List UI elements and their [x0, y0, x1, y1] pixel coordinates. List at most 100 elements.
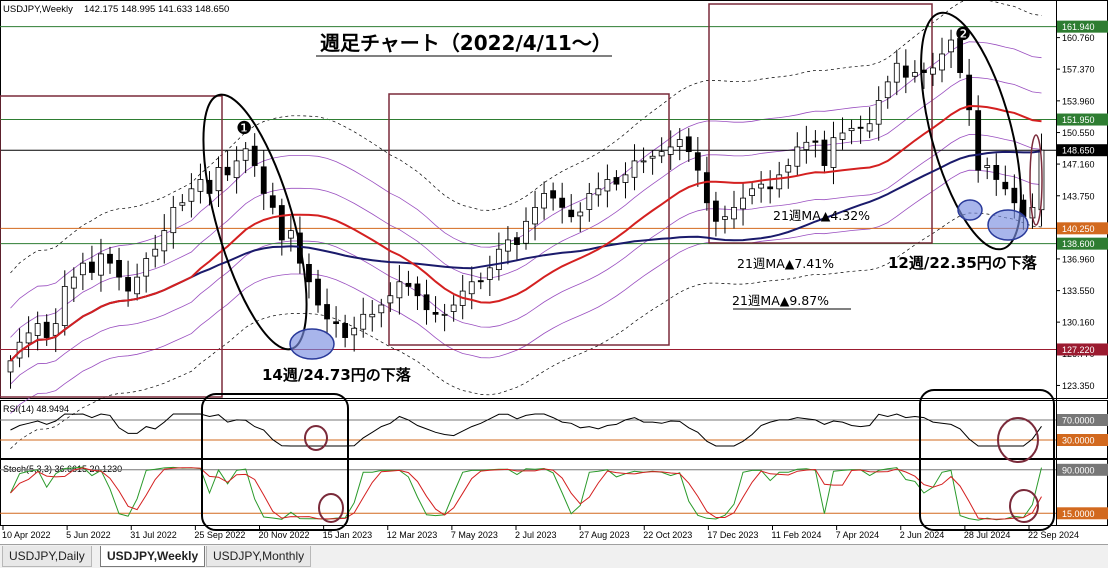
- x-tick-label: 10 Apr 2022: [2, 530, 51, 540]
- candle: [387, 295, 394, 304]
- candle: [749, 188, 755, 196]
- x-tick-label: 17 Dec 2023: [707, 530, 758, 540]
- candle: [70, 276, 77, 289]
- range-box-1: [0, 95, 223, 398]
- price-tag-bg: [1057, 222, 1108, 235]
- candle: [830, 137, 837, 168]
- candle: [812, 140, 819, 143]
- tab-usdjpy-daily[interactable]: USDJPY,Daily: [2, 546, 92, 567]
- candle: [731, 206, 737, 220]
- price-tick-label: 150.550: [1062, 128, 1095, 138]
- range-box-3: [708, 3, 933, 244]
- envelope-lower-2: [10, 169, 1042, 414]
- candle: [52, 323, 59, 336]
- envelope-lower-1: [10, 134, 1042, 385]
- candle: [622, 174, 629, 183]
- low-highlight-1: [289, 328, 335, 360]
- price-tag-bg: [1057, 144, 1108, 157]
- indicator-box-1: [201, 393, 349, 531]
- candle: [559, 197, 566, 208]
- candle: [821, 139, 828, 166]
- envelope-upper-3: [10, 0, 1042, 274]
- candle: [776, 174, 783, 190]
- stoch-level-tag: 90.0000: [1062, 465, 1095, 475]
- candle: [939, 53, 945, 71]
- candle: [233, 160, 240, 179]
- candle: [170, 206, 177, 234]
- candle: [242, 148, 249, 161]
- stoch-level-tag: 15.0000: [1062, 509, 1095, 519]
- rsi-line: [10, 413, 1042, 447]
- price-tick-label: 133.550: [1062, 286, 1095, 296]
- candle: [685, 136, 692, 153]
- candle: [396, 281, 403, 299]
- price-chart[interactable]: USDJPY,Weekly 142.175 148.995 141.633 148…: [0, 0, 1108, 545]
- candle: [161, 230, 168, 252]
- candle: [89, 261, 95, 273]
- candle: [315, 278, 321, 306]
- ma-deviation-3: 21週MA▲9.87%: [732, 293, 829, 308]
- candle: [658, 151, 665, 157]
- rsi-level-tag: 30.0000: [1062, 436, 1095, 446]
- candle: [224, 166, 231, 176]
- indicator-circle-2: [318, 493, 344, 523]
- price-tick-label: 130.160: [1062, 318, 1095, 328]
- low-highlight-3: [987, 209, 1029, 241]
- candle: [441, 313, 448, 316]
- candle: [857, 126, 864, 129]
- candle: [848, 127, 855, 132]
- x-tick-label: 25 Sep 2022: [194, 530, 245, 540]
- candle: [360, 313, 367, 330]
- candle: [550, 190, 557, 199]
- stoch-label: Stoch(5,3,3) 36.6615 20.1230: [3, 464, 122, 474]
- x-tick-label: 28 Jul 2024: [964, 530, 1011, 540]
- price-tick-label: 123.350: [1062, 381, 1095, 391]
- rsi-level-tag: 70.0000: [1062, 416, 1095, 426]
- ellipse-drop-1: [202, 93, 308, 351]
- candle: [152, 248, 159, 257]
- candle: [595, 188, 602, 196]
- candle: [333, 321, 339, 325]
- candle: [586, 193, 593, 210]
- candle: [505, 239, 511, 252]
- x-axis: 10 Apr 2022 5 Jun 2022 31 Jul 2022 25 Sep 2…: [2, 526, 1079, 540]
- stoch-signal-line: [10, 467, 1042, 520]
- candle: [188, 188, 195, 202]
- x-tick-label: 31 Jul 2022: [130, 530, 177, 540]
- candle: [7, 360, 14, 373]
- ohlc-label: 142.175 148.995 141.633 148.650: [84, 4, 229, 15]
- candle: [640, 160, 647, 163]
- candle: [740, 197, 746, 210]
- candle: [251, 145, 258, 166]
- x-tick-label: 11 Feb 2024: [772, 530, 822, 540]
- rsi-level-tag-bg: [1057, 414, 1108, 426]
- candle: [839, 132, 846, 140]
- x-tick-label: 7 Apr 2024: [836, 530, 880, 540]
- ma-52: [9, 150, 1042, 362]
- price-tick-label: 160.760: [1062, 33, 1095, 43]
- range-box-2: [388, 93, 670, 346]
- candle: [785, 165, 792, 173]
- candle: [43, 321, 50, 338]
- symbol-label: USDJPY,Weekly: [3, 4, 73, 15]
- price-tag-127.220: 127.220: [1062, 345, 1095, 355]
- candle: [930, 67, 936, 75]
- price-tag-151.950: 151.950: [1062, 115, 1095, 125]
- x-tick-label: 15 Jan 2023: [323, 530, 373, 540]
- stoch-level-tag-bg: [1057, 463, 1108, 476]
- candle: [975, 110, 982, 171]
- x-tick-label: 27 Aug 2023: [579, 530, 630, 540]
- rsi-panel-frame: [0, 400, 1108, 459]
- candle: [613, 177, 620, 185]
- candle: [423, 294, 430, 311]
- candle: [477, 280, 484, 283]
- indicator-circle-3: [997, 417, 1039, 463]
- candle: [957, 38, 963, 73]
- candle: [631, 160, 638, 178]
- tab-usdjpy-weekly[interactable]: USDJPY,Weekly: [100, 546, 206, 567]
- candle: [649, 155, 656, 159]
- tab-usdjpy-monthly[interactable]: USDJPY,Monthly: [206, 546, 312, 567]
- candle: [342, 323, 349, 338]
- x-tick-label: 22 Sep 2024: [1028, 530, 1079, 540]
- candle: [875, 100, 882, 125]
